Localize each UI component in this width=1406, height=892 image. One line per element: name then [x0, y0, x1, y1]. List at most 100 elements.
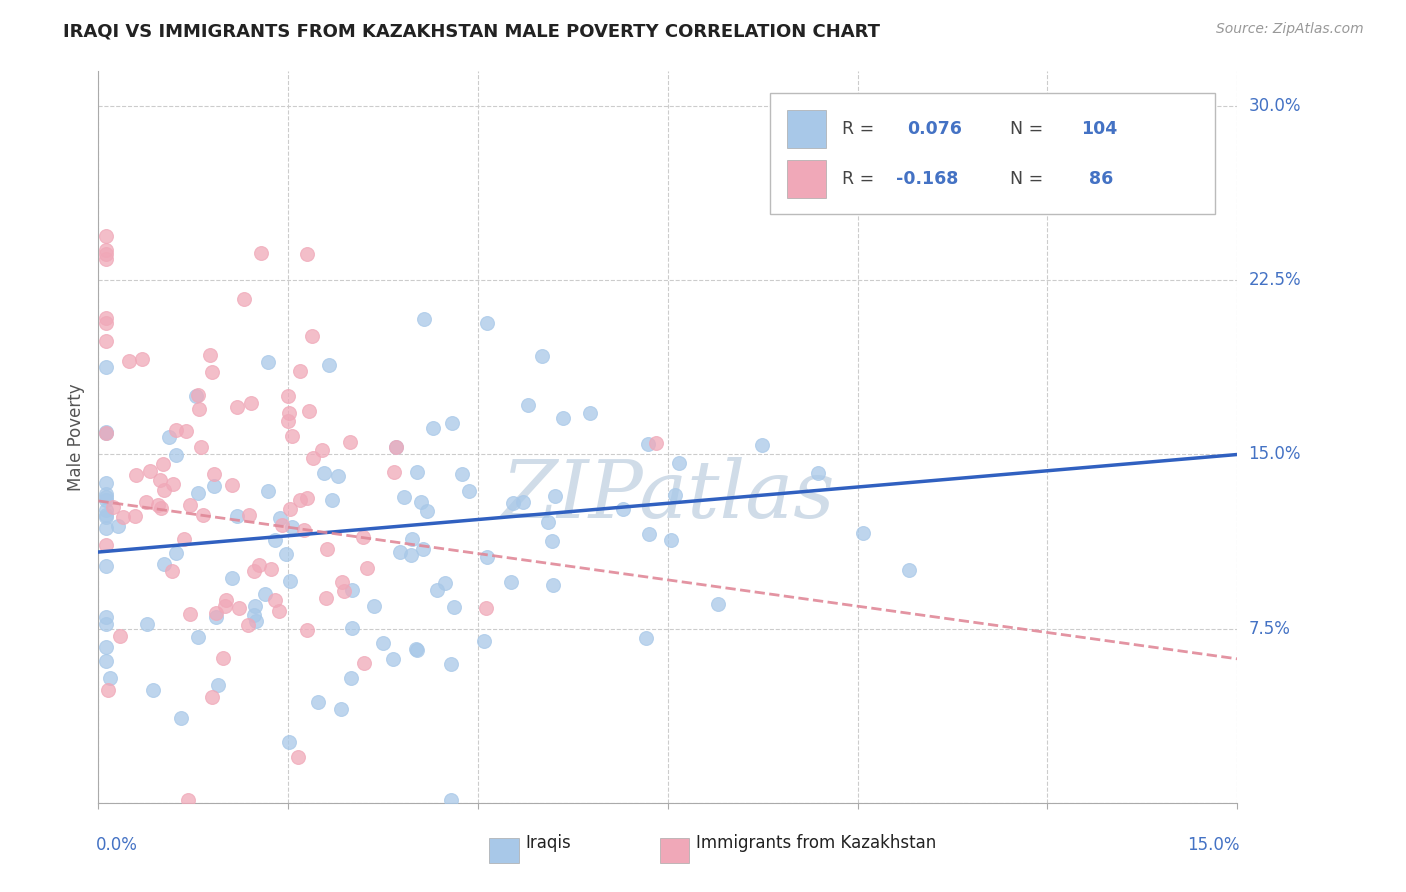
Point	[187, 630, 209, 644]
Point	[94, 640, 117, 654]
Text: N =: N =	[1010, 169, 1043, 187]
Point	[243, 599, 266, 613]
Point	[543, 577, 565, 591]
Point	[472, 633, 495, 648]
Point	[94, 492, 117, 507]
Point	[898, 563, 921, 577]
Point	[301, 328, 323, 343]
Point	[236, 617, 259, 632]
Point	[112, 509, 135, 524]
Point	[221, 571, 243, 585]
Point	[207, 678, 229, 692]
Point	[131, 352, 153, 367]
Point	[94, 475, 117, 490]
Point	[311, 443, 333, 458]
Point	[277, 406, 299, 420]
Point	[401, 532, 423, 546]
Point	[125, 468, 148, 483]
Point	[288, 492, 311, 507]
Point	[152, 557, 174, 571]
Point	[97, 682, 120, 697]
Point	[94, 247, 117, 261]
Point	[637, 526, 659, 541]
Point	[148, 473, 170, 487]
Point	[512, 494, 534, 508]
Point	[392, 490, 415, 504]
Point	[94, 616, 117, 631]
Point	[191, 508, 214, 523]
Point	[409, 495, 432, 509]
Point	[94, 654, 117, 668]
Point	[544, 489, 567, 503]
Point	[405, 465, 427, 479]
Point	[295, 491, 318, 505]
Point	[202, 467, 225, 481]
Point	[94, 510, 117, 524]
Point	[257, 355, 280, 369]
Point	[179, 607, 201, 621]
Point	[228, 601, 250, 615]
Point	[257, 483, 280, 498]
Point	[94, 486, 117, 500]
Point	[356, 560, 378, 574]
Point	[353, 656, 375, 670]
Point	[202, 479, 225, 493]
Point	[187, 388, 209, 402]
Point	[278, 735, 301, 749]
Point	[475, 316, 498, 330]
Point	[260, 562, 283, 576]
Point	[433, 576, 456, 591]
Point	[707, 597, 730, 611]
Point	[612, 502, 634, 516]
Point	[277, 389, 299, 403]
Point	[553, 411, 575, 425]
Point	[94, 609, 117, 624]
Point	[201, 690, 224, 704]
Point	[94, 503, 117, 517]
Point	[382, 466, 405, 480]
FancyBboxPatch shape	[770, 94, 1215, 214]
Point	[537, 515, 560, 529]
FancyBboxPatch shape	[659, 838, 689, 863]
Text: 104: 104	[1081, 120, 1118, 137]
Point	[173, 532, 195, 546]
Point	[190, 440, 212, 454]
Point	[384, 440, 406, 454]
Point	[332, 575, 354, 590]
Point	[540, 534, 562, 549]
Point	[94, 508, 117, 522]
Point	[440, 417, 463, 431]
Point	[226, 508, 249, 523]
Point	[169, 711, 191, 725]
Point	[263, 593, 285, 607]
Point	[307, 695, 329, 709]
Point	[314, 466, 336, 480]
Point	[422, 421, 444, 435]
Point	[226, 400, 249, 414]
Point	[108, 629, 131, 643]
FancyBboxPatch shape	[787, 160, 827, 198]
Point	[297, 624, 319, 638]
Point	[139, 464, 162, 478]
Point	[245, 614, 267, 628]
Point	[204, 609, 226, 624]
Text: Immigrants from Kazakhstan: Immigrants from Kazakhstan	[696, 834, 936, 852]
Point	[330, 701, 353, 715]
Point	[281, 520, 304, 534]
Text: IRAQI VS IMMIGRANTS FROM KAZAKHSTAN MALE POVERTY CORRELATION CHART: IRAQI VS IMMIGRANTS FROM KAZAKHSTAN MALE…	[63, 22, 880, 40]
Point	[94, 334, 117, 348]
Point	[214, 599, 236, 614]
Point	[406, 643, 429, 657]
Text: ZIPatlas: ZIPatlas	[501, 457, 835, 534]
Point	[136, 617, 159, 632]
Point	[243, 607, 266, 622]
Point	[664, 488, 686, 502]
Text: Source: ZipAtlas.com: Source: ZipAtlas.com	[1216, 22, 1364, 37]
Point	[94, 359, 117, 374]
Point	[412, 541, 434, 556]
Point	[187, 486, 209, 500]
Point	[751, 438, 773, 452]
Point	[243, 564, 266, 578]
Point	[150, 501, 173, 516]
Point	[98, 671, 121, 685]
